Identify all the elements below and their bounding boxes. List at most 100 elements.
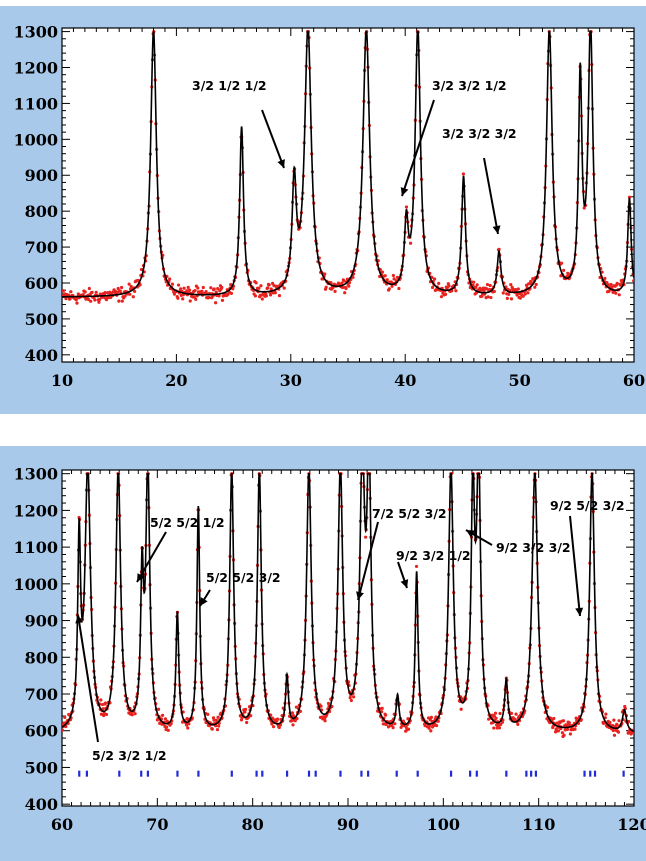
annotation-arrow [136, 531, 167, 583]
observed-point [559, 261, 564, 265]
reflection-tick [475, 770, 478, 777]
observed-point [210, 727, 214, 731]
y-tick-label: 800 [25, 648, 58, 667]
calculated-line [62, 472, 634, 733]
observed-point [136, 278, 140, 283]
observed-point [220, 298, 225, 302]
observed-point [492, 726, 496, 730]
observed-point [380, 706, 384, 710]
observed-point [186, 285, 190, 289]
observed-point [340, 281, 344, 285]
observed-point [514, 712, 518, 716]
observed-point [229, 291, 234, 295]
observed-point [408, 241, 413, 245]
observed-point [489, 295, 493, 300]
y-tick-label: 1300 [13, 23, 58, 42]
observed-point [104, 712, 109, 717]
y-tick-label: 1300 [13, 465, 58, 484]
observed-point [163, 717, 168, 721]
observed-point [509, 282, 513, 287]
observed-point [229, 283, 233, 287]
annotation-arrowhead [75, 615, 84, 624]
observed-point [505, 296, 509, 300]
observed-point [188, 299, 192, 303]
observed-point [76, 292, 80, 296]
reflection-tick [530, 770, 533, 777]
observed-point [560, 731, 565, 735]
observed-point [266, 286, 270, 290]
reflection-tick [230, 770, 233, 777]
observed-point [257, 286, 261, 290]
observed-point [616, 730, 621, 734]
observed-point [204, 289, 208, 294]
observed-point [501, 291, 505, 295]
observed-point [172, 292, 177, 296]
observed-point [64, 297, 68, 301]
observed-point [104, 298, 109, 302]
observed-point [324, 285, 328, 289]
observed-point [216, 287, 220, 291]
observed-point [128, 292, 132, 296]
observed-point [193, 289, 197, 293]
observed-point [533, 285, 537, 289]
observed-point [611, 724, 615, 728]
reflection-tick [307, 770, 311, 777]
observed-point [574, 716, 578, 720]
observed-point [216, 715, 220, 719]
x-tick-label: 100 [427, 815, 460, 834]
observed-point [282, 286, 286, 290]
observed-point [404, 725, 408, 729]
observed-point [273, 291, 277, 295]
observed-point [294, 705, 299, 709]
chart-top: 10 20 30 40 50 60 400 500 600 700 800 900 1000 1100 12… [13, 23, 645, 390]
observed-point [139, 267, 144, 272]
annotation-arrowhead [575, 607, 584, 616]
observed-point [215, 728, 220, 732]
observed-point [495, 726, 499, 730]
observed-point [509, 711, 514, 715]
observed-point [566, 271, 570, 275]
observed-point [488, 283, 492, 288]
observed-point [259, 284, 263, 288]
observed-point [526, 291, 530, 295]
observed-point [130, 713, 134, 717]
observed-point [492, 289, 496, 294]
observed-point [206, 712, 210, 717]
observed-point [565, 723, 569, 728]
y-tick-label: 500 [25, 310, 58, 329]
observed-point [383, 274, 387, 278]
observed-point [509, 297, 514, 301]
calculated-line [62, 29, 634, 298]
observed-point [612, 733, 617, 737]
annotation-label: 5/2 5/2 1/2 [150, 515, 225, 530]
observed-point [127, 282, 131, 286]
observed-point [606, 283, 610, 287]
observed-point [271, 725, 276, 729]
observed-point [156, 707, 161, 711]
observed-point [429, 715, 434, 719]
observed-point [474, 285, 478, 289]
observed-point [62, 728, 65, 732]
observed-point [103, 290, 107, 295]
annotation-arrow [569, 515, 581, 617]
observed-point [498, 711, 502, 716]
observed-point [214, 301, 218, 305]
reflection-tick [416, 770, 419, 777]
observed-point [612, 718, 616, 722]
observed-point [87, 286, 91, 291]
annotation-label: 9/2 3/2 3/2 [496, 540, 571, 555]
observed-point [391, 273, 396, 278]
annotation-label: 5/2 3/2 1/2 [92, 748, 167, 763]
observed-point [200, 289, 204, 293]
observed-point [414, 564, 419, 569]
observed-point [609, 282, 613, 287]
observed-point [521, 294, 525, 298]
x-tick-label: 80 [242, 815, 264, 834]
y-tick-label: 700 [25, 238, 58, 257]
observed-point [561, 719, 566, 723]
observed-point [268, 293, 273, 297]
observed-point [493, 711, 498, 715]
observed-point [101, 707, 105, 711]
y-tick-label: 700 [25, 685, 58, 704]
